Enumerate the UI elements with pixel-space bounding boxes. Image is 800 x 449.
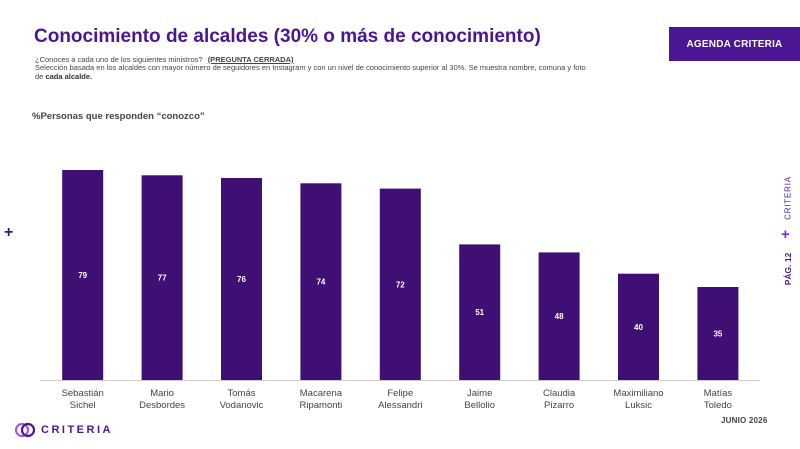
category-label-1: Mario Desbordes bbox=[139, 388, 185, 411]
category-label-5: Jaime Bellolio bbox=[464, 388, 495, 411]
category-label-4: Felipe Alessandri bbox=[378, 388, 422, 411]
description-text: Selección basada en los alcaldes con may… bbox=[35, 63, 586, 81]
data-label-2: 76 bbox=[237, 275, 246, 284]
criteria-logo-icon bbox=[14, 422, 36, 438]
data-label-7: 40 bbox=[634, 323, 643, 332]
plus-icon-right: + bbox=[781, 226, 790, 243]
category-label-3: Macarena Ripamonti bbox=[300, 388, 343, 411]
category-label-0: Sebastián Sichel bbox=[62, 388, 104, 411]
question-tag: (PREGUNTA CERRADA) bbox=[207, 55, 294, 64]
bar-1 bbox=[141, 175, 183, 380]
category-label-2: Tomás Vodanovic bbox=[220, 388, 264, 411]
bar-7 bbox=[618, 273, 659, 380]
page-title: Conocimiento de alcaldes (30% o más de c… bbox=[34, 26, 541, 47]
data-label-8: 35 bbox=[713, 330, 722, 339]
category-label-8: Matías Toledo bbox=[704, 388, 733, 411]
bar-3 bbox=[300, 183, 342, 380]
description: Selección basada en los alcaldes con may… bbox=[35, 63, 595, 81]
bar-4 bbox=[379, 188, 421, 380]
bar-6 bbox=[538, 252, 580, 380]
logo-text: CRITERIA bbox=[41, 424, 113, 436]
bar-8 bbox=[697, 287, 739, 380]
criteria-logo: CRITERIA bbox=[14, 422, 113, 438]
data-label-3: 74 bbox=[316, 278, 325, 287]
data-label-0: 79 bbox=[78, 271, 87, 280]
agenda-criteria-button[interactable]: AGENDA CRITERIA bbox=[669, 27, 800, 61]
data-label-4: 72 bbox=[396, 280, 405, 289]
bar-2 bbox=[221, 178, 262, 380]
chart-title: %Personas que responden “conozco” bbox=[32, 111, 205, 122]
data-label-6: 48 bbox=[555, 312, 564, 321]
report-date: JUNIO 2026 bbox=[721, 416, 768, 425]
data-label-1: 77 bbox=[158, 274, 167, 283]
question-text: ¿Conoces a cada uno de los siguientes mi… bbox=[35, 55, 203, 64]
bar-0 bbox=[62, 170, 104, 380]
survey-question: ¿Conoces a cada uno de los siguientes mi… bbox=[35, 55, 294, 64]
data-label-5: 51 bbox=[475, 308, 484, 317]
plus-icon-left: + bbox=[4, 224, 14, 241]
category-label-6: Claudia Pizarro bbox=[543, 388, 576, 411]
bar-5 bbox=[459, 244, 501, 380]
description-bold: cada alcalde. bbox=[45, 72, 93, 81]
category-label-7: Maximiliano Luksic bbox=[613, 388, 663, 411]
